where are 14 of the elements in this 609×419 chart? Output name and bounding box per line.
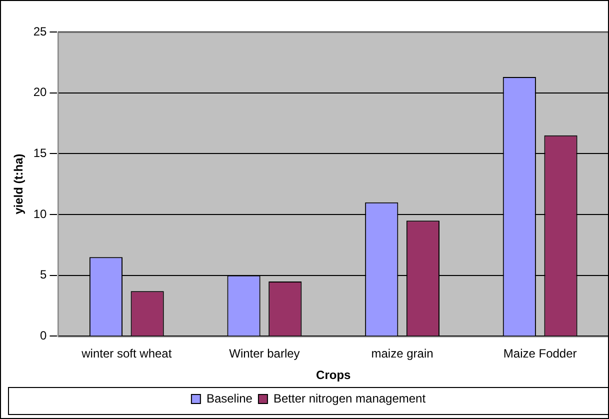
x-tick-label: Winter barley — [229, 346, 300, 361]
x-tick-label: winter soft wheat — [80, 346, 172, 361]
x-axis-title: Crops — [316, 368, 352, 382]
y-tick-label: 15 — [33, 146, 48, 160]
y-tick-label: 0 — [40, 328, 48, 343]
y-tick-label: 5 — [40, 268, 48, 282]
y-tick-label: 20 — [33, 85, 48, 100]
y-tick-label: 25 — [33, 24, 48, 38]
x-tick-label: maize grain — [371, 346, 434, 361]
y-axis-title: yield (t:ha) — [12, 154, 26, 214]
y-tick-label: 10 — [33, 206, 48, 221]
legend-label: Baseline — [206, 391, 253, 406]
legend-label: Better nitrogen management — [273, 391, 426, 406]
x-tick-label: Maize Fodder — [503, 346, 577, 361]
